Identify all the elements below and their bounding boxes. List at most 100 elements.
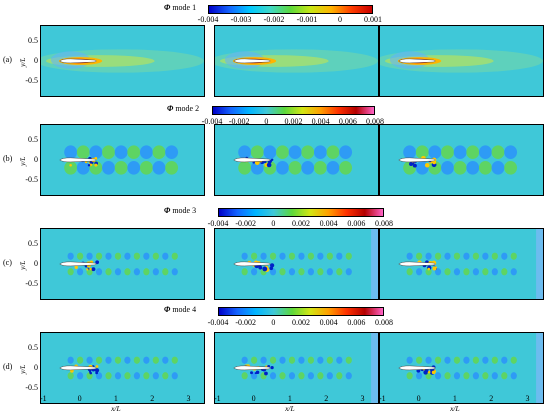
contour-panel xyxy=(40,228,205,300)
mode-blob xyxy=(152,252,159,260)
contour-panel xyxy=(214,25,379,97)
mode-blob xyxy=(279,252,286,260)
colorbar-tick-label: -0.002 xyxy=(263,15,285,24)
mode-blob xyxy=(139,145,153,160)
mode-blob xyxy=(250,252,258,260)
mode-blob xyxy=(152,145,166,160)
mode-blob xyxy=(491,268,498,276)
mode-blob xyxy=(441,145,454,160)
mode-blob xyxy=(298,252,305,260)
mode-blob xyxy=(345,252,352,260)
mode-blob xyxy=(124,356,131,364)
y-tick-label: 0.5 xyxy=(28,238,38,248)
x-tick-label: 0 xyxy=(251,394,256,403)
contour-panel xyxy=(379,124,544,196)
colorbar-tick-label: 0.001 xyxy=(364,15,382,24)
near-wall-spot xyxy=(412,163,417,168)
contour-plot xyxy=(215,26,378,96)
mode-blob xyxy=(250,268,258,276)
colorbar-tick-label: 0.006 xyxy=(338,117,357,126)
mode-blob xyxy=(501,268,508,276)
colorbar-tick-label: 0.002 xyxy=(292,318,310,327)
mode-blob xyxy=(241,252,248,260)
mode-blob xyxy=(313,160,327,175)
colorbar-tick-label: -0.004 xyxy=(207,318,229,327)
mode-blob xyxy=(453,252,461,260)
x-axis-label: x/L xyxy=(285,404,295,413)
mode-blob xyxy=(171,356,178,364)
colorbar-tick-label: 0.004 xyxy=(311,117,330,126)
mode-blob xyxy=(139,160,153,175)
mode-blob xyxy=(406,356,413,364)
mode-blob xyxy=(326,356,333,364)
mode-blob xyxy=(238,160,252,175)
mode-blob xyxy=(288,268,296,276)
contour-plot xyxy=(41,125,204,195)
mode-blob xyxy=(105,268,112,276)
mode-blob xyxy=(317,268,324,276)
colorbar-tick-label: 0.004 xyxy=(319,219,338,228)
mode-blob xyxy=(76,145,90,160)
mode-blob xyxy=(326,252,333,260)
contour-panel xyxy=(214,124,379,196)
domain-edge-band xyxy=(371,333,378,403)
mode-blob xyxy=(434,372,442,380)
contour-plot xyxy=(380,125,543,195)
mode-blob xyxy=(67,268,74,276)
y-tick-label: 0.5 xyxy=(28,134,38,144)
mode-blob xyxy=(165,145,179,160)
mode-blob xyxy=(165,160,179,175)
mode-blob xyxy=(269,372,277,380)
colorbar-tick-label: 0 xyxy=(338,15,342,24)
x-axis-label: x/L xyxy=(111,404,121,413)
phi-symbol: Φ xyxy=(164,305,171,314)
airfoil-body xyxy=(398,157,436,163)
y-tick-label: -0.5 xyxy=(25,175,38,185)
near-wall-spot xyxy=(91,267,96,272)
colorbar-tick-label: -0.002 xyxy=(235,219,256,228)
near-wall-spot xyxy=(74,265,78,269)
mode-blob xyxy=(425,268,432,276)
mode-blob xyxy=(415,356,423,364)
mode-blob xyxy=(124,372,131,380)
mode-blob xyxy=(491,252,498,260)
mode-blob xyxy=(95,252,103,260)
y-tick-label: -0.5 xyxy=(25,279,38,289)
contour-plot xyxy=(215,229,378,299)
y-tick-label: 0 xyxy=(34,363,38,372)
mode-blob xyxy=(105,356,112,364)
x-tick-label: 3 xyxy=(186,394,191,403)
mode-blob xyxy=(133,268,141,276)
mode-blob xyxy=(478,160,492,175)
mode-blob xyxy=(434,252,442,260)
colorbar-title: Φ mode 1 xyxy=(164,3,196,12)
near-wall-spot xyxy=(266,162,272,168)
near-wall-spot xyxy=(95,260,100,265)
colorbar xyxy=(212,106,375,115)
mode-blob xyxy=(317,356,324,364)
mode-blob xyxy=(444,268,451,276)
mode-blob xyxy=(95,268,103,276)
mode-blob xyxy=(425,252,432,260)
colorbar-tick-label: 0.006 xyxy=(347,219,366,228)
colorbar-tick-label: 0.002 xyxy=(292,219,310,228)
mode-blob xyxy=(463,372,470,380)
y-tick-label: -0.5 xyxy=(25,383,38,393)
mode-blob xyxy=(326,145,340,160)
row-label: (a) xyxy=(3,55,12,64)
mode-blob xyxy=(114,252,122,260)
mode-blob xyxy=(510,356,517,364)
contour-plot xyxy=(380,26,543,96)
contour-panel xyxy=(214,332,379,404)
mode-blob xyxy=(162,268,169,276)
mode-blob xyxy=(466,160,480,175)
colorbar-tick-label: -0.004 xyxy=(207,219,229,228)
mode-blob xyxy=(260,356,267,364)
mode-blob xyxy=(288,160,302,175)
mode-blob xyxy=(241,268,248,276)
colorbar-tick-label: -0.003 xyxy=(230,15,252,24)
x-tick-label: 3 xyxy=(525,394,530,403)
mode-blob xyxy=(406,252,413,260)
mode-blob xyxy=(288,356,296,364)
contour-plot xyxy=(380,229,543,299)
